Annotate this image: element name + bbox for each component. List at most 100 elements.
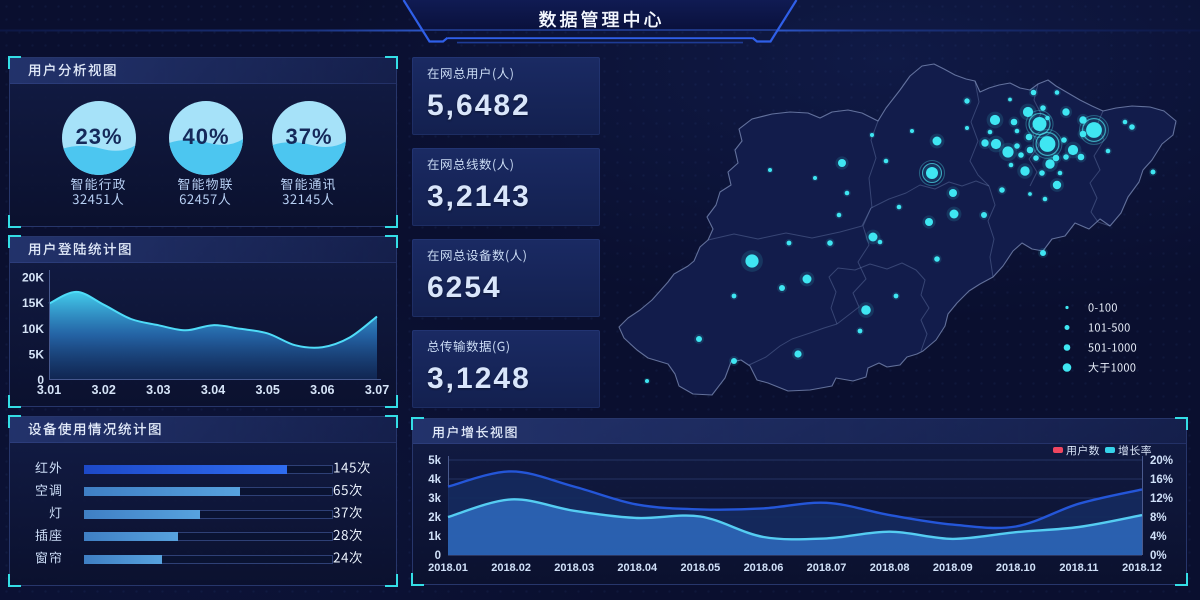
map-data-point[interactable] bbox=[1018, 152, 1024, 158]
map-data-point[interactable] bbox=[1129, 124, 1135, 130]
map-data-point[interactable] bbox=[1028, 192, 1032, 196]
map-data-point[interactable] bbox=[1030, 89, 1037, 96]
map-data-point[interactable] bbox=[731, 358, 737, 364]
map-data-point[interactable] bbox=[1025, 133, 1033, 141]
corner-bracket-icon bbox=[411, 573, 424, 586]
map-data-point[interactable] bbox=[1086, 122, 1102, 138]
map-data-point[interactable] bbox=[1039, 136, 1056, 152]
map-data-point[interactable] bbox=[696, 336, 702, 342]
stat-lines-value: 3,2143 bbox=[427, 180, 531, 213]
map-data-point[interactable] bbox=[1010, 118, 1018, 126]
map-data-point[interactable] bbox=[786, 240, 792, 246]
legend-growth-swatch[interactable] bbox=[1105, 447, 1115, 453]
map-district-border bbox=[1028, 83, 1042, 187]
map-data-point[interactable] bbox=[990, 138, 1002, 150]
map-data-point[interactable] bbox=[1057, 170, 1063, 176]
map-data-point[interactable] bbox=[1014, 143, 1020, 149]
map-data-point[interactable] bbox=[844, 190, 850, 196]
map-data-point[interactable] bbox=[1040, 105, 1046, 111]
map-data-point[interactable] bbox=[1008, 162, 1014, 168]
panel-user-analysis-header bbox=[10, 58, 396, 84]
map-legend-dot-icon bbox=[1065, 305, 1069, 310]
map-data-point[interactable] bbox=[645, 379, 649, 383]
map-data-point[interactable] bbox=[1063, 154, 1069, 160]
map-data-point[interactable] bbox=[1033, 155, 1039, 161]
map-region-outline[interactable] bbox=[618, 63, 1177, 396]
stat-devices-value: 6254 bbox=[427, 271, 502, 304]
map-data-point[interactable] bbox=[949, 189, 957, 197]
corner-bracket-icon bbox=[385, 574, 398, 587]
map-data-point[interactable] bbox=[1061, 137, 1067, 143]
map-data-point[interactable] bbox=[1062, 108, 1070, 116]
corner-bracket-icon bbox=[8, 56, 21, 69]
map-data-point[interactable] bbox=[965, 126, 969, 130]
map-data-point[interactable] bbox=[910, 129, 914, 133]
map-data-point[interactable] bbox=[877, 239, 883, 245]
corner-bracket-icon bbox=[385, 415, 398, 428]
map-data-point[interactable] bbox=[1040, 250, 1046, 256]
corner-bracket-icon bbox=[8, 235, 21, 248]
map-data-point[interactable] bbox=[870, 133, 874, 137]
map-data-point[interactable] bbox=[836, 212, 842, 218]
gauge-wave bbox=[272, 141, 346, 175]
map-data-point[interactable] bbox=[925, 218, 933, 226]
map-data-point[interactable] bbox=[981, 139, 989, 147]
map-data-point[interactable] bbox=[1022, 106, 1034, 118]
map-data-point[interactable] bbox=[896, 204, 902, 210]
growth-y-right-label: 0% bbox=[1150, 550, 1167, 562]
map-data-point[interactable] bbox=[827, 240, 833, 246]
map-data-point[interactable] bbox=[1042, 196, 1048, 202]
map-data-point[interactable] bbox=[934, 256, 940, 262]
map-data-point[interactable] bbox=[868, 232, 878, 242]
map-data-point[interactable] bbox=[1077, 153, 1085, 161]
map-data-point[interactable] bbox=[1054, 90, 1060, 95]
gauge-comms-percent: 37% bbox=[285, 124, 333, 149]
gauge-wave bbox=[169, 138, 243, 175]
map-data-point[interactable] bbox=[926, 167, 938, 179]
map-data-point[interactable] bbox=[981, 212, 987, 218]
map-data-point[interactable] bbox=[1122, 119, 1128, 125]
map-data-point[interactable] bbox=[1150, 169, 1156, 175]
user-growth-chart: 0 1k 2k 3k 4k 5k 0% 4% 8% 12% 16% 20% 2018.01 2018.02… bbox=[428, 455, 1173, 574]
bar-track bbox=[84, 487, 333, 496]
corner-bracket-icon bbox=[1175, 417, 1188, 430]
map-data-point[interactable] bbox=[949, 209, 959, 219]
map-data-point[interactable] bbox=[932, 136, 942, 146]
map-data-point[interactable] bbox=[1045, 159, 1055, 169]
login-y-label: 5K bbox=[29, 347, 45, 361]
map-data-point[interactable] bbox=[802, 274, 812, 284]
map-data-point[interactable] bbox=[838, 159, 846, 167]
growth-x-label: 2018.03 bbox=[554, 562, 594, 574]
map-data-point[interactable] bbox=[1039, 170, 1045, 176]
map-data-point[interactable] bbox=[745, 254, 759, 268]
map-data-point[interactable] bbox=[731, 293, 737, 299]
map-data-point[interactable] bbox=[1079, 116, 1087, 124]
map-data-point[interactable] bbox=[989, 114, 1001, 126]
map-data-point[interactable] bbox=[999, 187, 1005, 193]
map-data-point[interactable] bbox=[987, 129, 993, 135]
map-data-point[interactable] bbox=[1008, 97, 1012, 102]
map-data-point[interactable] bbox=[861, 305, 871, 315]
map-data-point[interactable] bbox=[1105, 148, 1111, 154]
map-data-point[interactable] bbox=[893, 293, 899, 299]
bar-fill bbox=[84, 554, 162, 564]
map-data-point[interactable] bbox=[1079, 130, 1087, 138]
map-data-point[interactable] bbox=[779, 285, 785, 291]
map-data-point[interactable] bbox=[1052, 180, 1062, 190]
map-data-point[interactable] bbox=[857, 328, 863, 334]
map-data-point[interactable] bbox=[1026, 146, 1034, 154]
map-data-point[interactable] bbox=[1014, 128, 1020, 134]
map-data-point[interactable] bbox=[1052, 154, 1060, 162]
map-data-point[interactable] bbox=[883, 158, 889, 164]
header-line-left bbox=[0, 29, 422, 32]
map-data-point[interactable] bbox=[1067, 144, 1079, 156]
map-data-point[interactable] bbox=[1045, 115, 1050, 121]
map-data-point[interactable] bbox=[794, 350, 802, 358]
map-data-point[interactable] bbox=[813, 176, 817, 180]
map-data-point[interactable] bbox=[768, 168, 772, 172]
map-data-point[interactable] bbox=[964, 98, 970, 104]
map-data-point[interactable] bbox=[1020, 166, 1030, 176]
map-data-point[interactable] bbox=[1032, 117, 1047, 131]
map-data-point[interactable] bbox=[1002, 146, 1014, 158]
legend-users-swatch[interactable] bbox=[1053, 447, 1063, 453]
